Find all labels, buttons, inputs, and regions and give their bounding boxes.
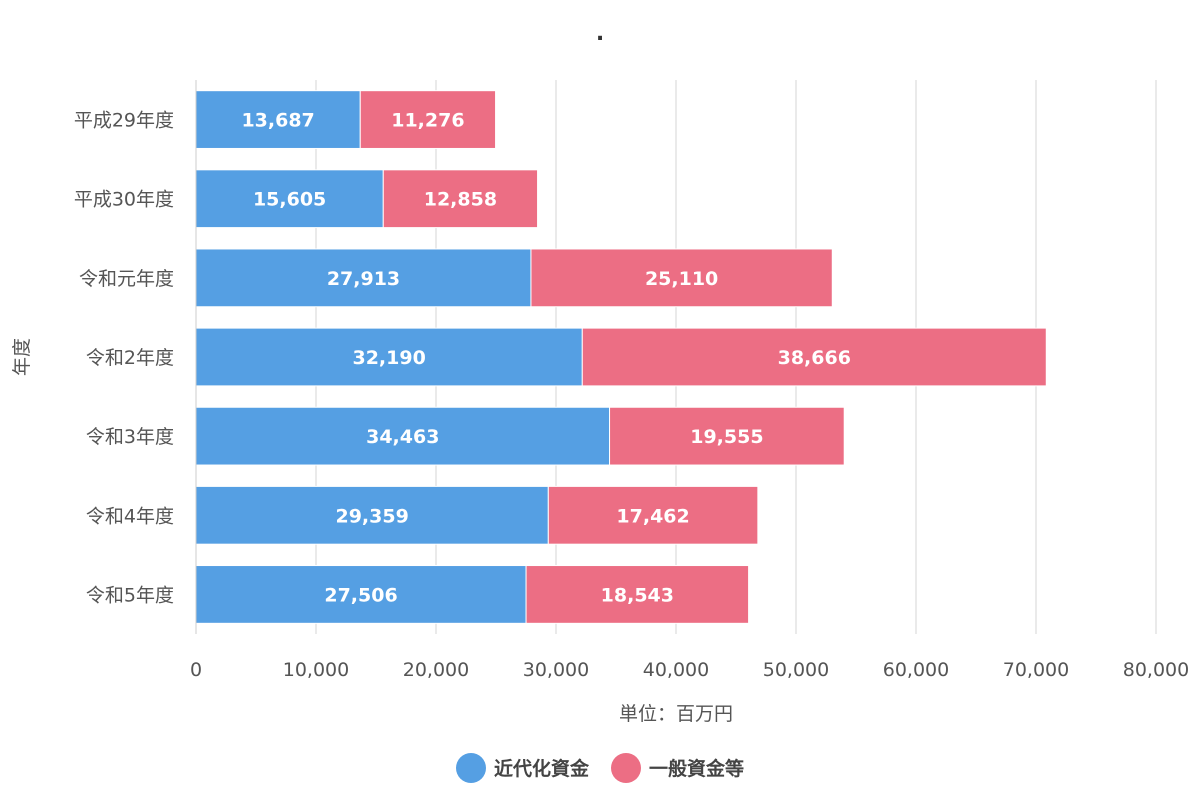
bar-segment (195, 406, 611, 466)
x-tick-label: 0 (190, 659, 202, 681)
bar-value-label: 29,359 (335, 505, 408, 527)
y-tick-label: 令和元年度 (79, 268, 174, 290)
x-tick-label: 50,000 (763, 659, 829, 681)
bar-value-label: 15,605 (253, 189, 326, 211)
x-tick-label: 40,000 (643, 659, 709, 681)
y-tick-label: 平成30年度 (74, 189, 174, 211)
chart-title: . (596, 21, 604, 46)
x-axis-title: 単位：百万円 (619, 703, 733, 725)
legend-label: 近代化資金 (494, 757, 590, 780)
bar-segment (609, 406, 845, 466)
bar-value-label: 38,666 (778, 347, 851, 369)
x-tick-label: 80,000 (1123, 659, 1189, 681)
legend: 近代化資金 一般資金等 (456, 753, 744, 783)
bar-segment (382, 169, 539, 229)
y-axis-title: 年度 (11, 338, 33, 376)
bar-segment (525, 565, 750, 624)
y-tick-label: 令和3年度 (86, 426, 174, 448)
bar-value-label: 25,110 (645, 268, 718, 290)
legend-swatch (456, 753, 486, 783)
bar-value-label: 19,555 (690, 426, 763, 448)
bars: 13,687 11,276 15,605 12,858 27,913 25,110 32,1… (195, 90, 1047, 624)
legend-label: 一般資金等 (649, 757, 744, 780)
bar-value-label: 18,543 (601, 584, 674, 606)
bar-segment (359, 90, 497, 149)
bar-value-label: 34,463 (366, 426, 439, 448)
bar-value-label: 27,506 (324, 584, 397, 606)
x-tick-label: 20,000 (403, 659, 469, 681)
x-tick-labels: 0 10,000 20,000 30,000 40,000 50,000 60,000 70,… (190, 659, 1189, 681)
bar-value-label: 13,687 (241, 110, 314, 132)
bar-segment (547, 485, 759, 545)
y-tick-label: 令和4年度 (86, 505, 174, 527)
bar-value-label: 17,462 (616, 505, 689, 527)
bar-segment (195, 327, 583, 387)
bar-value-label: 32,190 (352, 347, 425, 369)
y-tick-label: 平成29年度 (74, 110, 174, 132)
bar-value-label: 27,913 (327, 268, 400, 290)
bar-segment (530, 248, 833, 308)
bar-segment (195, 169, 384, 229)
bar-segment (581, 327, 1047, 387)
x-tick-label: 60,000 (883, 659, 949, 681)
y-tick-label: 令和5年度 (86, 584, 174, 606)
bar-value-label: 12,858 (424, 189, 497, 211)
x-tick-label: 10,000 (283, 659, 349, 681)
x-tick-label: 30,000 (523, 659, 589, 681)
bar-segment (195, 565, 527, 624)
y-tick-label: 令和2年度 (86, 347, 174, 369)
bar-value-label: 11,276 (391, 110, 464, 132)
legend-swatch (611, 753, 641, 783)
bar-segment (195, 485, 549, 545)
x-tick-label: 70,000 (1003, 659, 1069, 681)
